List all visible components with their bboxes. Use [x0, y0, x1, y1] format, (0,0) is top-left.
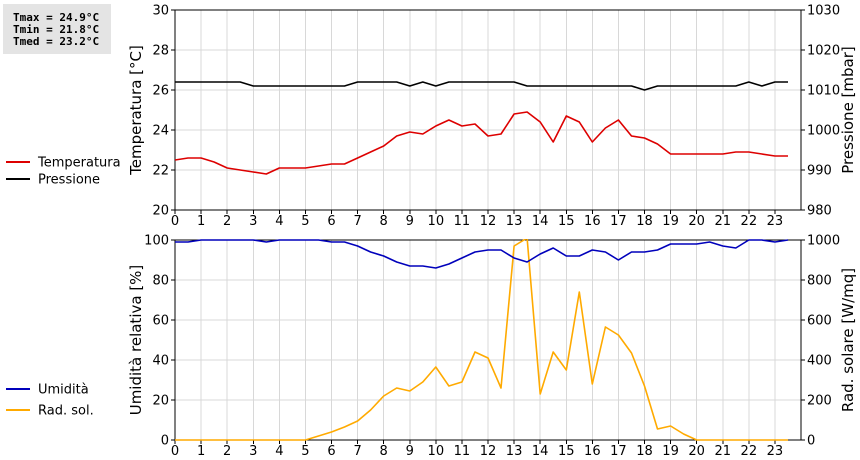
y-axis-label: Umidità relativa [%] — [127, 265, 145, 416]
y2-tick-label: 0 — [807, 434, 815, 449]
x-tick-label: 7 — [353, 214, 361, 229]
legend-label: Pressione — [38, 173, 100, 188]
x-tick-label: 20 — [688, 444, 705, 459]
y2-tick-label: 400 — [807, 354, 832, 369]
x-tick-label: 13 — [506, 214, 523, 229]
y2-tick-label: 1020 — [807, 44, 840, 59]
x-tick-label: 5 — [301, 214, 309, 229]
x-tick-label: 4 — [275, 214, 283, 229]
x-tick-label: 13 — [506, 444, 523, 459]
y2-tick-label: 1000 — [807, 124, 840, 139]
series-line-rad-sol — [175, 239, 788, 441]
y-tick-label: 26 — [152, 84, 169, 99]
x-tick-label: 5 — [301, 444, 309, 459]
x-tick-label: 15 — [558, 214, 575, 229]
humidity-radiation-chart: 0 1 2 3 4 5 6 7 8 9 10 11 12 13 14 15 16 17 18 19 20 21 22 2302… — [6, 234, 857, 459]
series-line-umidit — [175, 239, 789, 269]
x-tick-label: 11 — [454, 214, 471, 229]
x-tick-label: 23 — [767, 214, 784, 229]
x-tick-label: 23 — [767, 444, 784, 459]
y2-tick-label: 600 — [807, 314, 832, 329]
x-tick-label: 22 — [741, 214, 758, 229]
series-group — [175, 239, 789, 441]
x-tick-label: 12 — [480, 214, 497, 229]
x-tick-label: 1 — [197, 444, 205, 459]
y-tick-label: 20 — [152, 394, 169, 409]
tmed-label: Tmed = 23.2°C — [13, 35, 100, 48]
x-tick-label: 6 — [327, 444, 335, 459]
x-tick-label: 9 — [406, 444, 414, 459]
x-tick-label: 12 — [480, 444, 497, 459]
tmin-label: Tmin = 21.8°C — [13, 23, 100, 36]
y2-tick-label: 1000 — [807, 234, 840, 249]
y-tick-label: 0 — [161, 434, 169, 449]
x-tick-label: 9 — [406, 214, 414, 229]
x-tick-label: 16 — [584, 214, 601, 229]
x-tick-label: 11 — [454, 444, 471, 459]
grid — [175, 240, 801, 440]
y2-tick-label: 200 — [807, 394, 832, 409]
legend-label: Rad. sol. — [38, 404, 94, 419]
x-tick-label: 15 — [558, 444, 575, 459]
legend-label: Umidità — [38, 383, 89, 398]
x-tick-label: 22 — [741, 444, 758, 459]
x-tick-label: 1 — [197, 214, 205, 229]
x-tick-label: 3 — [249, 214, 257, 229]
y-tick-label: 60 — [152, 314, 169, 329]
temperature-pressure-chart: 0 1 2 3 4 5 6 7 8 9 10 11 12 13 14 15 16 17 18 19 20 21 22 2320… — [6, 4, 857, 229]
x-tick-label: 20 — [688, 214, 705, 229]
x-tick-label: 14 — [532, 444, 549, 459]
y-tick-label: 80 — [152, 274, 169, 289]
y2-axis-label: Pressione [mbar] — [839, 46, 857, 174]
y2-tick-label: 800 — [807, 274, 832, 289]
x-tick-label: 17 — [610, 214, 627, 229]
y-tick-label: 24 — [152, 124, 169, 139]
x-tick-label: 0 — [171, 214, 179, 229]
y2-tick-label: 990 — [807, 164, 832, 179]
tmax-label: Tmax = 24.9°C — [13, 11, 100, 24]
x-tick-label: 2 — [223, 214, 231, 229]
series-line-temperatura — [175, 111, 788, 175]
y-tick-label: 22 — [152, 164, 169, 179]
series-group — [175, 81, 788, 175]
x-tick-label: 14 — [532, 214, 549, 229]
y2-tick-label: 1030 — [807, 4, 840, 19]
x-tick-label: 8 — [380, 214, 388, 229]
stats-box: Tmax = 24.9°C Tmin = 21.8°C Tmed = 23.2°… — [3, 4, 111, 54]
series-line-pressione — [175, 81, 788, 91]
x-tick-label: 4 — [275, 444, 283, 459]
y-tick-label: 30 — [152, 4, 169, 19]
x-tick-label: 10 — [428, 214, 445, 229]
x-tick-label: 19 — [662, 214, 679, 229]
y-tick-label: 28 — [152, 44, 169, 59]
x-tick-label: 6 — [327, 214, 335, 229]
y-axis-label: Temperatura [°C] — [127, 45, 145, 176]
x-tick-label: 2 — [223, 444, 231, 459]
x-tick-label: 17 — [610, 444, 627, 459]
y2-tick-label: 1010 — [807, 84, 840, 99]
y2-axis-label: Rad. solare [W/mq] — [839, 268, 857, 412]
y-tick-label: 40 — [152, 354, 169, 369]
y2-tick-label: 980 — [807, 204, 832, 219]
legend-label: Temperatura — [37, 156, 121, 171]
x-tick-label: 16 — [584, 444, 601, 459]
x-tick-label: 8 — [380, 444, 388, 459]
y-tick-label: 20 — [152, 204, 169, 219]
x-tick-label: 18 — [636, 214, 653, 229]
x-tick-label: 3 — [249, 444, 257, 459]
x-tick-label: 0 — [171, 444, 179, 459]
y-tick-label: 100 — [144, 234, 169, 249]
x-tick-label: 21 — [714, 214, 731, 229]
x-tick-label: 10 — [428, 444, 445, 459]
x-tick-label: 7 — [353, 444, 361, 459]
grid — [175, 10, 801, 210]
x-tick-label: 18 — [636, 444, 653, 459]
x-tick-label: 21 — [714, 444, 731, 459]
x-tick-label: 19 — [662, 444, 679, 459]
